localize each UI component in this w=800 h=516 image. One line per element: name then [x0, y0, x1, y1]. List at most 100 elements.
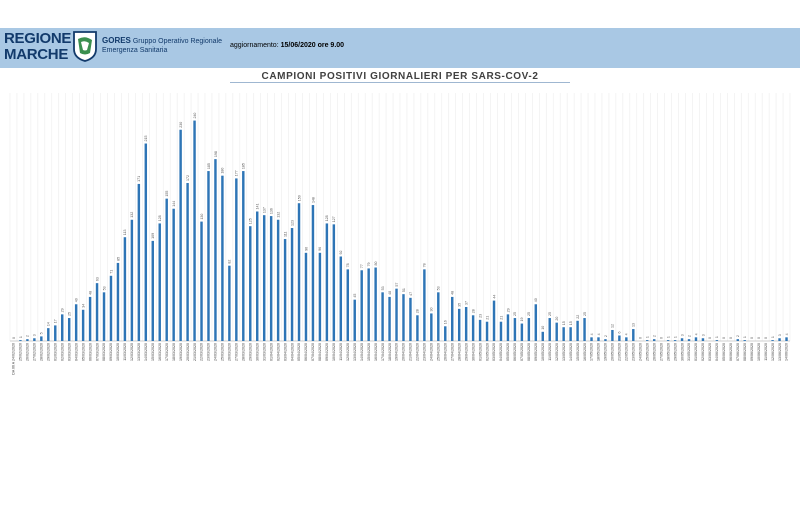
x-tick-label: 06/04/2020	[304, 343, 308, 361]
bar	[276, 219, 280, 341]
x-tick-label: 30/04/2020	[471, 343, 475, 361]
x-tick-label: 10/04/2020	[332, 343, 336, 361]
data-label: 198	[214, 151, 218, 157]
bar	[736, 339, 739, 341]
x-tick-label: 17/03/2020	[165, 343, 169, 361]
x-tick-label: 11/06/2020	[764, 343, 768, 361]
bar	[520, 323, 524, 341]
x-tick-label: 13/03/2020	[137, 343, 141, 361]
data-label: 180	[221, 168, 225, 174]
regione-marche-logo: REGIONE MARCHE	[4, 31, 72, 63]
x-tick-label: 18/03/2020	[172, 343, 176, 361]
bar	[423, 269, 426, 341]
x-tick-label: 21/05/2020	[618, 343, 622, 361]
bar	[464, 307, 468, 341]
data-label: 132	[276, 212, 280, 218]
data-label: 155	[165, 191, 169, 197]
data-label: 48	[388, 291, 392, 295]
x-tick-label: 13/06/2020	[778, 343, 782, 361]
gores-desc-1: Gruppo Operativo Regionale	[132, 38, 222, 45]
bar	[437, 292, 440, 341]
bar	[541, 331, 544, 341]
data-label: 47	[409, 292, 413, 296]
data-label: 185	[242, 163, 246, 169]
data-label: 128	[325, 215, 329, 221]
x-tick-label: 06/05/2020	[513, 343, 517, 361]
data-label: 13	[632, 323, 636, 327]
data-label: 2	[653, 335, 657, 337]
x-tick-label: 31/05/2020	[687, 343, 691, 361]
x-tick-label: 05/06/2020	[722, 343, 726, 361]
data-label: 63	[95, 277, 99, 281]
x-tick-label: 20/05/2020	[611, 343, 615, 361]
data-label: 40	[74, 298, 78, 302]
data-label: 53	[437, 286, 441, 290]
data-label: 1	[19, 336, 23, 338]
bar	[269, 216, 273, 341]
data-label: 3	[701, 334, 705, 336]
data-label: 215	[144, 136, 148, 142]
x-tick-label: 07/05/2020	[520, 343, 524, 361]
bar	[311, 205, 315, 341]
data-label: 144	[172, 201, 176, 207]
x-tick-label: 09/04/2020	[325, 343, 329, 361]
x-tick-label: 10/05/2020	[541, 343, 545, 361]
bar	[235, 178, 238, 341]
bar	[346, 269, 349, 341]
bar	[666, 340, 670, 341]
x-tick-label: 03/04/2020	[283, 343, 287, 361]
x-tick-label: 03/03/2020	[67, 343, 71, 361]
bar	[318, 252, 322, 341]
x-tick-label: 04/06/2020	[715, 343, 719, 361]
data-label: 1	[715, 336, 719, 338]
bar	[283, 239, 287, 341]
x-tick-label: 10/06/2020	[757, 343, 761, 361]
bar	[367, 268, 370, 341]
bar	[527, 318, 531, 341]
data-label: 20	[555, 317, 559, 321]
x-tick-label: 08/06/2020	[743, 343, 747, 361]
bar	[395, 288, 398, 341]
x-tick-label: 01/06/2020	[694, 343, 698, 361]
bar	[506, 314, 510, 341]
x-tick-label: 11/04/2020	[339, 343, 343, 361]
x-tick-label: 21/03/2020	[193, 343, 197, 361]
bar	[381, 292, 384, 341]
x-tick-label: 24/03/2020	[214, 343, 218, 361]
bar	[40, 336, 43, 341]
bar	[457, 308, 461, 341]
bar	[625, 337, 628, 341]
data-label: 78	[346, 263, 350, 267]
x-tick-label: 16/05/2020	[583, 343, 587, 361]
x-tick-label: 30/05/2020	[680, 343, 684, 361]
x-tick-label: 20/04/2020	[402, 343, 406, 361]
data-label: 30	[430, 307, 434, 311]
bar	[430, 313, 433, 341]
bar	[778, 338, 781, 341]
data-label: 35	[458, 303, 462, 307]
bar	[172, 208, 175, 341]
bar	[116, 262, 120, 341]
x-tick-label: 08/04/2020	[318, 343, 322, 361]
bar	[374, 267, 377, 341]
x-tick-label: 24/04/2020	[430, 343, 434, 361]
x-tick-label: 14/06/2020	[785, 343, 789, 361]
data-label: 25	[513, 312, 517, 316]
data-label: 28	[416, 309, 420, 313]
bar	[242, 171, 245, 341]
bar	[353, 299, 356, 341]
gores-name: GORES	[102, 36, 131, 45]
header-bar: REGIONE MARCHE GORES Gruppo Operativo Re…	[0, 28, 800, 68]
x-tick-label: 26/05/2020	[652, 343, 656, 361]
x-tick-label: 28/04/2020	[457, 343, 461, 361]
x-tick-label: 28/05/2020	[666, 343, 670, 361]
data-label: 51	[402, 288, 406, 292]
data-label: 29	[61, 308, 65, 312]
data-label: 230	[179, 122, 183, 128]
x-tick-label: 04/05/2020	[499, 343, 503, 361]
bar	[569, 327, 572, 341]
bar	[360, 270, 363, 341]
x-tick-label: 23/04/2020	[423, 343, 427, 361]
daily-positive-cases-chart: 0 DA 06 A 24/02/2020 1 25/02/2020 2 26/02/202…	[9, 93, 791, 375]
data-label: 2	[26, 335, 30, 337]
